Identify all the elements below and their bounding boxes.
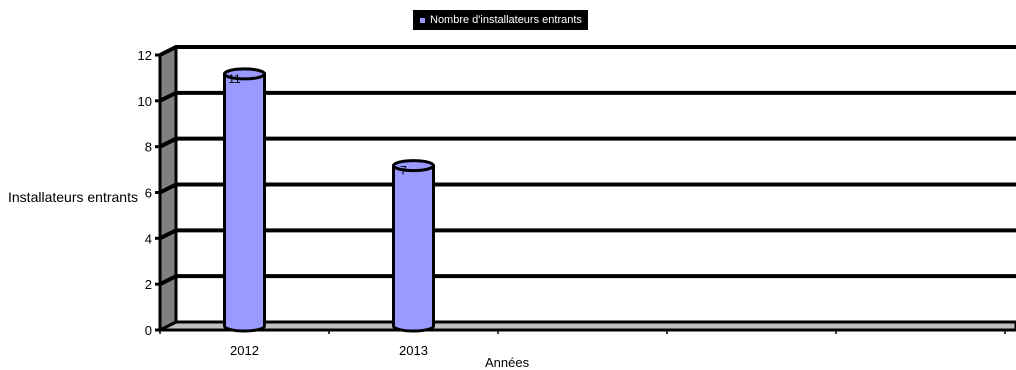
y-tick-label: 6	[145, 186, 152, 201]
x-tick-label: 2012	[230, 343, 259, 358]
x-axis-label: Années	[485, 355, 530, 370]
y-tick-label: 8	[145, 140, 152, 155]
gridline	[159, 274, 1016, 286]
data-label: 7	[400, 164, 407, 178]
bar	[392, 159, 435, 333]
gridline	[159, 136, 1016, 149]
y-axis-label: Installateurs entrants	[8, 189, 138, 205]
data-label: 11	[228, 72, 241, 86]
gridline	[159, 182, 1016, 195]
gridline	[159, 45, 1016, 57]
bar-body	[392, 164, 435, 333]
chart-legend: Nombre d'installateurs entrants	[413, 10, 588, 30]
bar-top	[223, 67, 266, 81]
bar	[223, 67, 266, 333]
y-tick-label: 4	[145, 231, 152, 246]
bar-top	[392, 159, 435, 173]
y-tick-label: 10	[138, 94, 152, 109]
x-tick-label: 2013	[399, 343, 428, 358]
legend-label: Nombre d'installateurs entrants	[430, 14, 582, 26]
y-tick-label: 0	[145, 323, 152, 338]
gridline	[159, 90, 1016, 103]
legend-swatch	[420, 17, 425, 23]
gridline	[159, 228, 1016, 241]
y-tick-label: 2	[145, 277, 152, 292]
y-tick-label: 12	[138, 48, 152, 63]
bar-body	[223, 72, 266, 333]
